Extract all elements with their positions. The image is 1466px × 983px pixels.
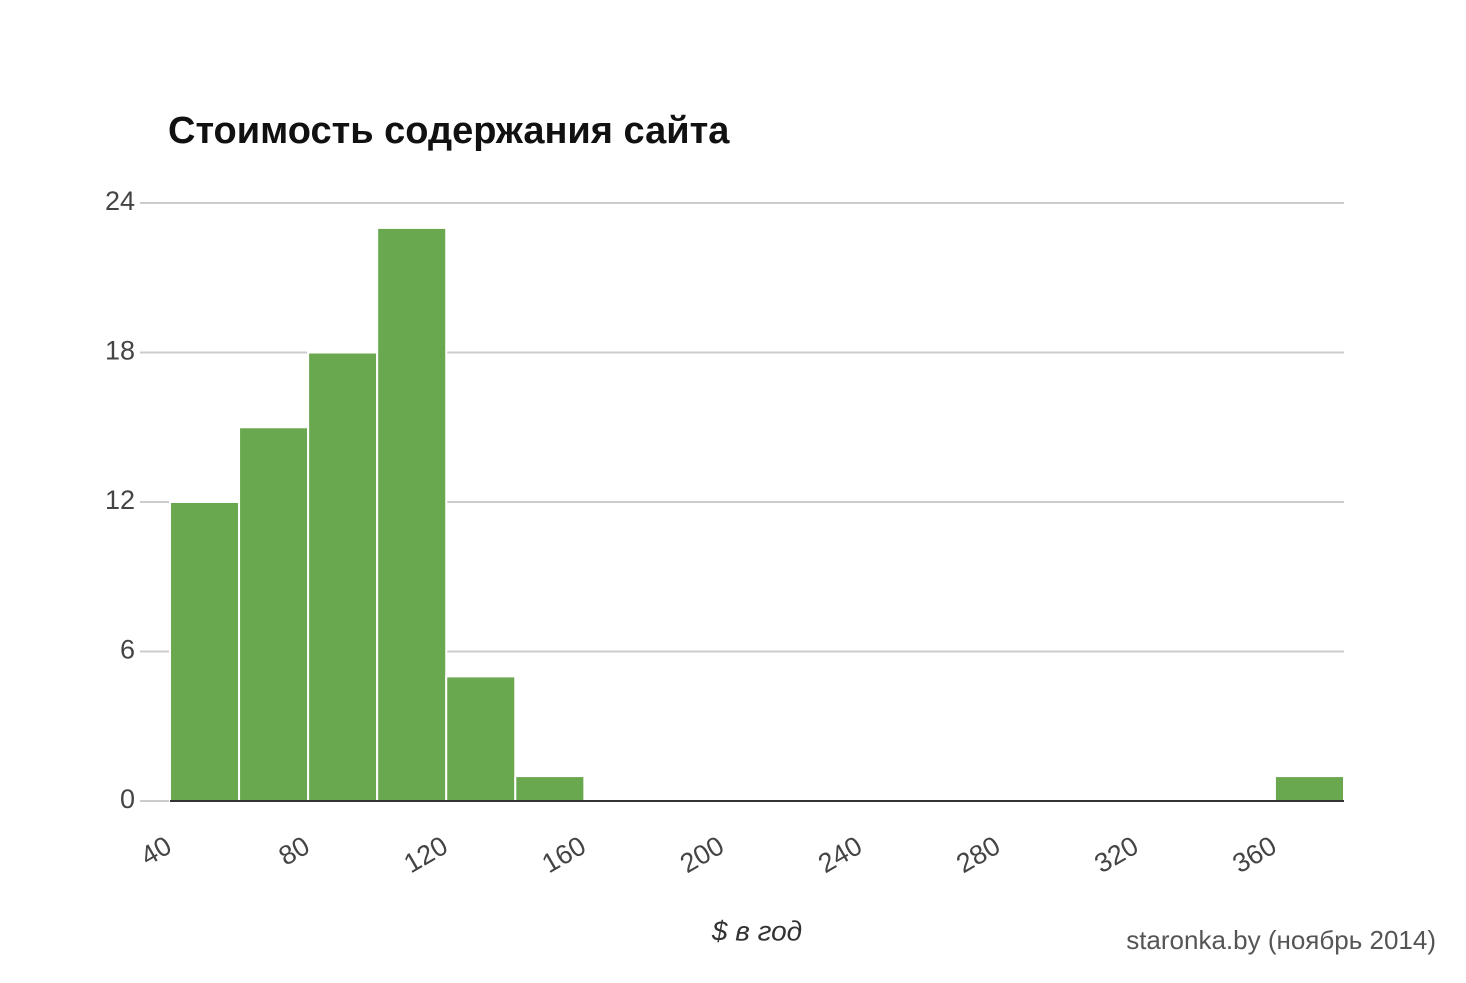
source-note: staronka.by (ноябрь 2014) — [1126, 925, 1436, 955]
chart-title: Стоимость содержания сайта — [168, 110, 730, 152]
y-tick-label: 12 — [105, 485, 135, 515]
bar — [1273, 775, 1345, 802]
bar — [376, 226, 448, 802]
bar — [169, 501, 241, 802]
y-tick-label: 6 — [120, 635, 135, 665]
bar — [514, 775, 586, 802]
y-tick-label: 0 — [120, 784, 135, 814]
y-tick-label: 24 — [105, 186, 135, 216]
bar — [445, 675, 517, 803]
x-axis-title: $ в год — [711, 915, 802, 946]
bar — [238, 426, 310, 802]
y-tick-label: 18 — [105, 336, 135, 366]
bar — [307, 351, 379, 802]
